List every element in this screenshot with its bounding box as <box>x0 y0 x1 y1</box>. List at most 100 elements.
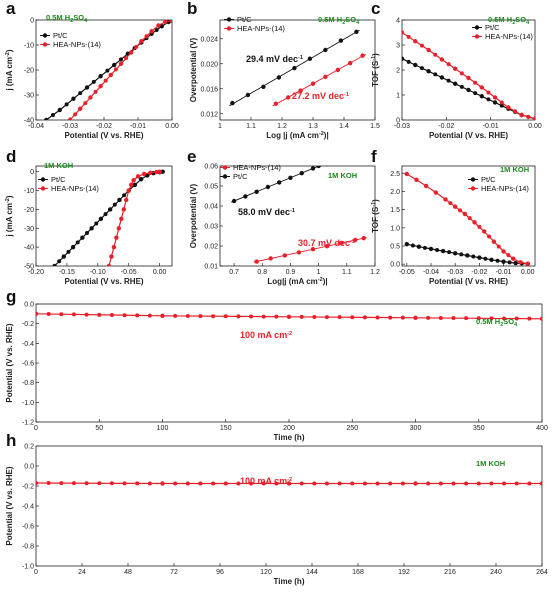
legend-swatch-hea-nps-14 <box>474 34 480 39</box>
series-marker-series <box>211 481 216 486</box>
data-point-pt-c <box>265 184 271 190</box>
data-point-pt-c <box>98 74 103 79</box>
condition-label-d: 1M KOH <box>44 161 73 170</box>
series-marker-series <box>400 481 405 486</box>
condition-label-a: 0.5M H2SO4 <box>46 13 88 24</box>
data-point-hea-nps-14 <box>163 20 168 24</box>
series-marker-series <box>514 481 519 486</box>
y-axis-label-d: j (mA cm-2) <box>5 195 14 237</box>
data-point-hea-nps-14 <box>482 229 487 234</box>
series-marker-pt-c <box>483 256 488 261</box>
data-point-pt-c <box>245 92 251 98</box>
series-marker-series <box>337 481 342 486</box>
y-tick-label-e: 0.03 <box>204 224 218 231</box>
legend-swatch-hea-nps-14 <box>226 26 232 31</box>
data-point-hea-nps-14 <box>324 244 330 249</box>
data-point-hea-nps-14 <box>108 72 114 78</box>
data-point-pt-c <box>492 100 498 105</box>
series-marker-pt-c <box>499 103 504 108</box>
data-point-pt-c <box>426 69 431 74</box>
data-point-hea-nps-14 <box>268 256 273 261</box>
y-tick-label-a: -10 <box>24 43 34 50</box>
y-tick-label-f: 2.5 <box>390 171 400 178</box>
y-tick-label-b: 0.016 <box>200 86 218 93</box>
panel-label-h: h <box>6 431 16 450</box>
data-point-hea-nps-14 <box>169 20 172 23</box>
condition-label-f: 1M KOH <box>500 165 529 174</box>
series-marker-hea-nps-14 <box>486 90 491 95</box>
data-point-hea-nps-14 <box>519 112 524 118</box>
series-marker-series <box>350 481 355 486</box>
series-marker-series <box>173 481 178 486</box>
data-point-hea-nps-14 <box>88 95 93 100</box>
series-marker-series <box>59 481 64 486</box>
series-marker-hea-nps-14 <box>83 101 88 106</box>
series-marker-hea-nps-14 <box>134 44 139 49</box>
x-tick-label-a: -0.03 <box>62 123 78 130</box>
legend-swatch-pt-c <box>470 177 476 182</box>
y-tick-label-g: -0.4 <box>22 341 34 348</box>
y-tick-label-h: 0.2 <box>24 444 34 451</box>
data-point-hea-nps-14 <box>273 101 278 106</box>
x-tick-label-h: 72 <box>170 569 178 576</box>
y-tick-label-g: -1.2 <box>22 420 34 427</box>
data-point-pt-c <box>404 241 410 247</box>
series-marker-series <box>312 314 317 319</box>
annotation-b-0: 29.4 mV dec-1 <box>246 54 303 64</box>
data-point-hea-nps-14 <box>360 53 365 58</box>
legend-entry-pt-c: Pt/C <box>485 23 500 32</box>
x-tick-label-b: 1.4 <box>339 123 349 130</box>
y-axis-label-f: TOF (S-1) <box>371 199 380 233</box>
data-point-pt-c <box>254 189 259 194</box>
data-point-pt-c <box>466 87 471 93</box>
series-marker-pt-c <box>112 202 117 207</box>
panel-label-d: d <box>6 147 16 166</box>
data-point-series <box>160 481 165 486</box>
y-tick-label-h: -0.6 <box>22 524 34 531</box>
series-marker-pt-c <box>422 245 427 250</box>
x-tick-label-h: 168 <box>352 569 364 576</box>
data-point-hea-nps-14 <box>282 253 288 258</box>
x-tick-label-c: -0.01 <box>483 123 499 130</box>
series-marker-hea-nps-14 <box>448 201 453 206</box>
series-marker-series <box>312 481 317 486</box>
data-point-hea-nps-14 <box>501 249 506 254</box>
series-marker-pt-c <box>85 230 89 235</box>
data-point-hea-nps-14 <box>118 61 124 66</box>
x-tick-label-h: 96 <box>216 569 224 576</box>
series-marker-series <box>350 315 355 320</box>
series-marker-pt-c <box>435 248 440 252</box>
series-marker-pt-c <box>57 259 62 264</box>
series-marker-series <box>122 481 127 486</box>
data-point-pt-c <box>453 81 458 86</box>
data-point-pt-c <box>513 260 518 266</box>
y-tick-label-e: 0.02 <box>204 244 218 251</box>
series-marker-pt-c <box>433 72 438 77</box>
data-point-hea-nps-14 <box>139 39 144 44</box>
data-point-pt-c <box>316 166 321 169</box>
panel-d: d -0.20 -0.15 -0.10 -0.05 0.00 -50 -40 -30 -20 -10… <box>5 147 173 286</box>
series-marker-series <box>388 481 393 486</box>
data-point-series <box>286 481 292 486</box>
legend-swatch-pt-c <box>42 33 48 38</box>
y-tick-label-f: 0.0 <box>390 262 400 269</box>
series-marker-pt-c <box>66 249 71 254</box>
x-tick-label-h: 48 <box>124 569 132 576</box>
data-point-hea-nps-14 <box>479 85 484 90</box>
panel-label-g: g <box>6 287 16 306</box>
y-tick-label-d: 0 <box>30 169 34 176</box>
data-point-pt-c <box>44 117 49 120</box>
y-axis-label-a: j (mA cm-2) <box>5 49 14 91</box>
series-marker-hea-nps-14 <box>458 208 463 213</box>
series-marker-pt-c <box>473 91 478 96</box>
series-marker-series <box>236 481 241 486</box>
series-marker-series <box>135 481 140 486</box>
data-point-hea-nps-14 <box>121 207 126 212</box>
legend-entry-hea-nps-14: HEA-NPs-(14) <box>481 184 529 193</box>
y-tick-label-f: 1.5 <box>390 207 400 214</box>
data-point-pt-c <box>261 84 266 90</box>
data-point-series <box>539 316 542 321</box>
data-point-pt-c <box>307 56 313 61</box>
panel-a: a -0.04 -0.03 -0.02 -0.01 0.00 -40 -30 -20 -10 0 Po… <box>5 0 179 140</box>
